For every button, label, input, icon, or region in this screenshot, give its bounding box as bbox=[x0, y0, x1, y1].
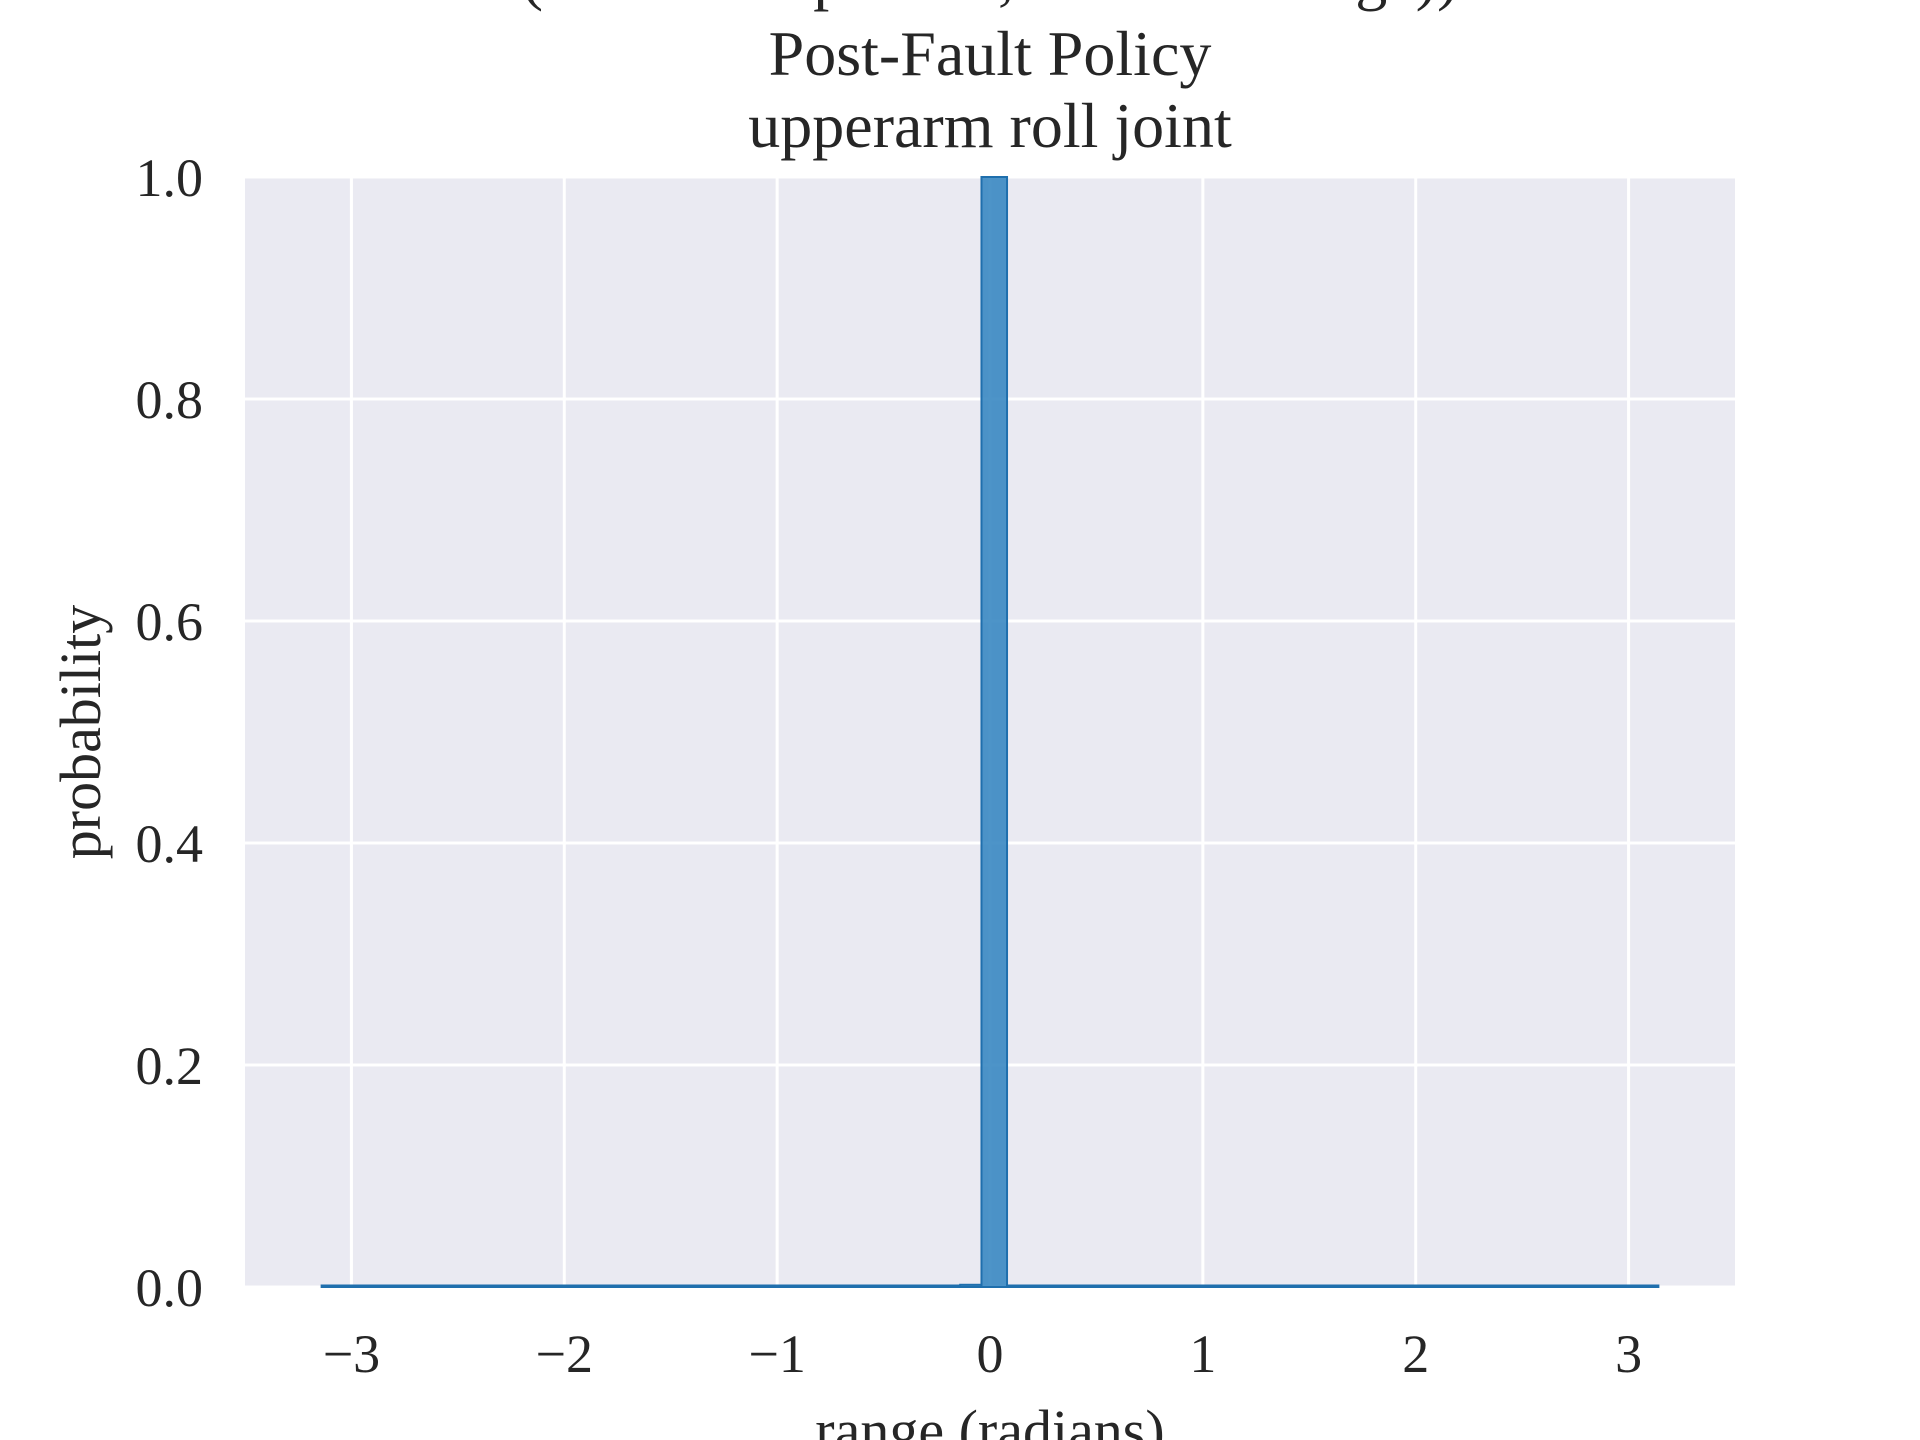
x-axis-label: range (radians) bbox=[815, 1398, 1164, 1440]
x-tick-labels: −3 −2 −1 0 1 2 3 bbox=[323, 1324, 1642, 1384]
x-tick-label-6: 3 bbox=[1615, 1324, 1642, 1384]
chart-title-line-1: Post-Fault Policy bbox=[769, 18, 1212, 89]
y-tick-label-3: 0.6 bbox=[136, 592, 204, 652]
y-axis-label: probability bbox=[48, 605, 113, 860]
x-tick-label-5: 2 bbox=[1402, 1324, 1429, 1384]
x-tick-label-1: −2 bbox=[536, 1324, 593, 1384]
y-tick-label-2: 0.4 bbox=[136, 814, 204, 874]
y-tick-label-4: 0.8 bbox=[136, 370, 204, 430]
x-tick-label-2: −1 bbox=[748, 1324, 805, 1384]
chart-title-line-0: (retain NN params, discard storage)) bbox=[522, 0, 1459, 12]
y-tick-label-0: 0.0 bbox=[136, 1258, 204, 1318]
y-tick-label-5: 1.0 bbox=[136, 148, 204, 208]
histogram-bar-0 bbox=[320, 1284, 962, 1288]
histogram-bar-1 bbox=[959, 1283, 983, 1289]
x-tick-label-3: 0 bbox=[977, 1324, 1004, 1384]
y-tick-label-1: 0.2 bbox=[136, 1036, 204, 1096]
y-tick-labels: 0.0 0.2 0.4 0.6 0.8 1.0 bbox=[136, 148, 204, 1318]
x-tick-label-0: −3 bbox=[323, 1324, 380, 1384]
x-tick-label-4: 1 bbox=[1189, 1324, 1216, 1384]
histogram-bar-3 bbox=[1006, 1284, 1660, 1288]
histogram-bar-2 bbox=[980, 176, 1009, 1288]
chart-title: (retain NN params, discard storage)) Post… bbox=[522, 0, 1459, 161]
chart-title-line-2: upperarm roll joint bbox=[748, 90, 1232, 161]
histogram-bars bbox=[320, 176, 1660, 1289]
